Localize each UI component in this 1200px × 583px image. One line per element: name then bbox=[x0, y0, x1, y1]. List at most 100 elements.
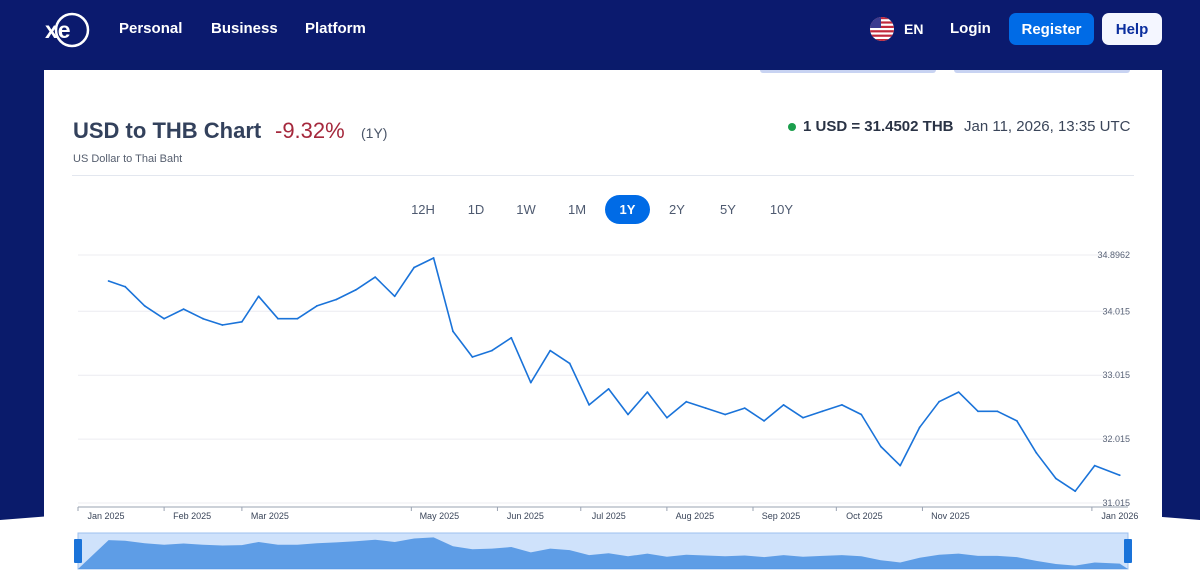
y-tick-label: 34.8962 bbox=[1097, 250, 1130, 260]
data-point bbox=[143, 305, 146, 307]
data-point bbox=[646, 391, 649, 393]
data-point bbox=[221, 324, 224, 326]
nav-business[interactable]: Business bbox=[211, 20, 278, 37]
data-point bbox=[277, 317, 279, 320]
rate-line-chart[interactable]: 34.8962 34.015 33.015 32.015 31.015 Jan 2025 F… bbox=[44, 70, 1162, 583]
range-10y[interactable]: 10Y bbox=[769, 202, 794, 217]
range-1m[interactable]: 1M bbox=[567, 202, 587, 217]
x-tick-label: May 2025 bbox=[420, 511, 460, 521]
nav-personal[interactable]: Personal bbox=[119, 20, 183, 37]
percent-change: -9.32% bbox=[275, 118, 345, 143]
data-point bbox=[782, 404, 785, 406]
register-button[interactable]: Register bbox=[1009, 13, 1094, 45]
data-point bbox=[471, 356, 474, 358]
brand-wordmark: xe bbox=[45, 17, 71, 43]
change-period: (1Y) bbox=[361, 125, 388, 141]
x-tick-label: Jul 2025 bbox=[592, 511, 626, 521]
range-5y[interactable]: 5Y bbox=[720, 202, 736, 217]
range-1y[interactable]: 1Y bbox=[605, 195, 650, 224]
data-point bbox=[607, 388, 610, 390]
data-point bbox=[957, 391, 960, 393]
y-tick-label: 31.015 bbox=[1102, 498, 1130, 508]
range-1w[interactable]: 1W bbox=[516, 202, 536, 217]
data-point bbox=[568, 362, 571, 365]
data-point bbox=[704, 407, 707, 409]
tab-indicator bbox=[954, 70, 1130, 73]
x-tick-label: Jan 2026 bbox=[1101, 511, 1138, 521]
data-point bbox=[491, 349, 493, 352]
login-link[interactable]: Login bbox=[950, 20, 991, 37]
help-button[interactable]: Help bbox=[1102, 13, 1162, 45]
data-point bbox=[938, 400, 940, 403]
range-1d[interactable]: 1D bbox=[467, 202, 485, 217]
y-tick-label: 34.015 bbox=[1102, 306, 1130, 316]
data-point bbox=[163, 317, 165, 320]
data-point bbox=[529, 381, 532, 384]
data-point bbox=[743, 407, 746, 409]
nav-platform[interactable]: Platform bbox=[305, 20, 366, 37]
x-tick-label: Sep 2025 bbox=[762, 511, 801, 521]
x-tick-label: Feb 2025 bbox=[173, 511, 211, 521]
data-point bbox=[107, 280, 110, 282]
data-point bbox=[996, 410, 999, 413]
data-point bbox=[685, 400, 688, 403]
page-title: USD to THB Chart bbox=[73, 118, 262, 143]
xe-logo[interactable]: xe bbox=[42, 12, 90, 48]
y-tick-label: 32.015 bbox=[1102, 434, 1130, 444]
data-point bbox=[354, 289, 357, 291]
data-point bbox=[374, 276, 377, 278]
navigator-area bbox=[78, 537, 1128, 569]
range-2y[interactable]: 2Y bbox=[669, 202, 685, 217]
data-point bbox=[1093, 464, 1096, 467]
range-12h[interactable]: 12H bbox=[411, 202, 435, 217]
data-point bbox=[510, 336, 513, 339]
data-point bbox=[627, 413, 629, 416]
data-point bbox=[977, 410, 979, 413]
data-point bbox=[124, 285, 127, 288]
x-tick-label: Oct 2025 bbox=[846, 511, 883, 521]
us-flag-icon[interactable] bbox=[870, 17, 894, 41]
data-point bbox=[588, 404, 590, 406]
x-tick-label: Mar 2025 bbox=[251, 511, 289, 521]
navigator-handle[interactable] bbox=[1124, 539, 1132, 563]
data-point bbox=[393, 295, 396, 298]
data-point bbox=[452, 330, 454, 333]
rate-timestamp: Jan 11, 2026, 13:35 UTC bbox=[964, 118, 1131, 135]
live-status-dot bbox=[788, 123, 796, 131]
data-point bbox=[316, 305, 318, 307]
data-point bbox=[202, 317, 204, 320]
data-point bbox=[296, 317, 299, 320]
data-point bbox=[860, 413, 863, 416]
current-rate: 1 USD = 31.4502 THB bbox=[803, 118, 954, 135]
data-point bbox=[821, 410, 824, 413]
data-point bbox=[763, 420, 765, 422]
data-point bbox=[1035, 451, 1038, 454]
header-divider bbox=[72, 175, 1134, 176]
x-tick-label: Aug 2025 bbox=[676, 511, 715, 521]
navigator-handle[interactable] bbox=[74, 539, 82, 563]
x-tick-label: Jun 2025 bbox=[507, 511, 544, 521]
data-point bbox=[1074, 490, 1077, 493]
chart-card: USD to THB Chart -9.32% (1Y) US Dollar t… bbox=[44, 70, 1162, 583]
data-point bbox=[879, 445, 882, 448]
data-point bbox=[841, 404, 843, 406]
data-point bbox=[182, 308, 185, 310]
data-point bbox=[413, 266, 415, 269]
data-point bbox=[802, 416, 804, 419]
data-point bbox=[1054, 477, 1057, 480]
data-point bbox=[549, 349, 552, 352]
data-point bbox=[1118, 474, 1121, 477]
top-navigation-bar bbox=[0, 0, 1200, 60]
data-point bbox=[899, 464, 902, 467]
language-selector[interactable]: EN bbox=[904, 21, 924, 37]
data-point bbox=[918, 426, 921, 429]
data-point bbox=[666, 416, 668, 419]
page-subtitle: US Dollar to Thai Baht bbox=[73, 153, 183, 165]
x-tick-label: Jan 2025 bbox=[87, 511, 124, 521]
y-tick-label: 33.015 bbox=[1102, 370, 1130, 380]
x-tick-label: Nov 2025 bbox=[931, 511, 970, 521]
tab-indicator bbox=[760, 70, 936, 73]
data-point bbox=[432, 257, 435, 259]
data-point bbox=[1016, 420, 1018, 422]
data-point bbox=[724, 413, 727, 416]
